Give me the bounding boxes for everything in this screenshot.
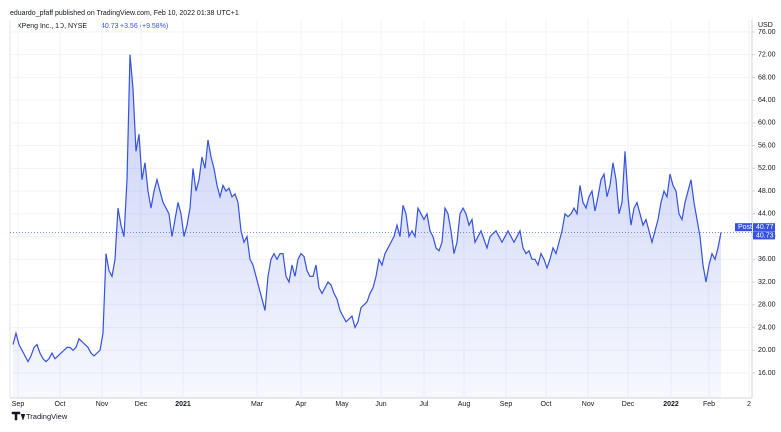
x-tick-label: Nov (96, 401, 109, 408)
line (12, 54, 722, 363)
post-tag (735, 223, 752, 232)
x-tick-label: Oct (55, 401, 66, 408)
y-tick-label: 36.00 (758, 256, 776, 263)
x-tick-label: Nov (582, 401, 595, 408)
last-value: 40.73 (101, 23, 119, 30)
y-tick-label: 20.00 (758, 347, 776, 354)
logo (11, 411, 26, 421)
x-tick-label: May (335, 401, 349, 408)
y-tick-label: 72.00 (758, 52, 776, 59)
x-tick-label: Oct (541, 401, 552, 408)
symbol: XPeng Inc., 1D, NYSE (17, 23, 87, 30)
y-tick-label: 44.00 (758, 211, 776, 218)
y-tick-label: 60.00 (758, 120, 776, 127)
y-tick-label: 68.00 (758, 74, 776, 81)
area (13, 54, 721, 399)
y-tick-label: 52.00 (758, 165, 776, 172)
labels: 16.0020.0024.0028.0032.0036.0040.0044.00… (12, 29, 776, 408)
y-tick-label: 76.00 (758, 29, 776, 36)
y-tick-label: 16.00 (758, 370, 776, 377)
x-tick-label: Sep (12, 401, 25, 408)
x-tick-label: 2021 (175, 401, 191, 408)
x-tick-label: Jun (375, 401, 386, 408)
publisher: eduardo_pfaff published on TradingView.c… (10, 10, 239, 17)
post-label: Post (738, 224, 752, 231)
y-tick-label: 56.00 (758, 142, 776, 149)
x-tick-label: 2 (747, 401, 751, 408)
x-tick-label: Aug (458, 401, 471, 408)
y-tick-label: 64.00 (758, 97, 776, 104)
x-tick-label: Dec (135, 401, 148, 408)
x-tick-label: Mar (251, 401, 264, 408)
x-tick-label: Jul (420, 401, 429, 408)
y-tick-label: 28.00 (758, 302, 776, 309)
brand: TradingView (26, 412, 68, 421)
y-unit: USD (758, 22, 773, 29)
post-price-box (753, 223, 775, 232)
x-tick-label: 2022 (663, 401, 679, 408)
last-price-box (753, 231, 775, 240)
x-tick-label: Dec (622, 401, 635, 408)
post-price: 40.77 (756, 224, 774, 231)
y-tick-label: 32.00 (758, 279, 776, 286)
y-tick-label: 24.00 (758, 324, 776, 331)
y-tick-label: 48.00 (758, 188, 776, 195)
change: +3.56 (+9.58%) (120, 23, 168, 30)
x-tick-label: Feb (703, 401, 715, 408)
last-price: 40.73 (756, 232, 774, 239)
plot (10, 54, 752, 399)
x-tick-label: Apr (296, 401, 308, 408)
x-tick-label: Sep (500, 401, 513, 408)
